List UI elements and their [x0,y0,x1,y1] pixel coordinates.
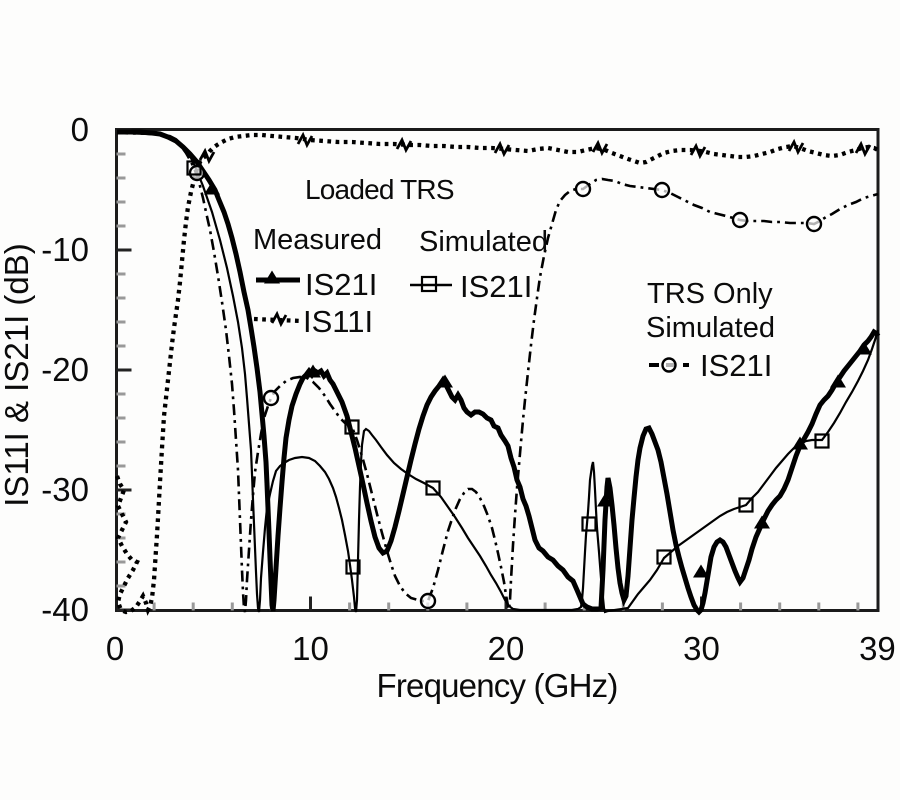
svg-text:-40: -40 [41,591,89,628]
svg-text:IS21I: IS21I [460,269,532,304]
svg-text:20: 20 [488,630,525,667]
svg-text:-30: -30 [41,471,89,508]
svg-text:30: 30 [683,630,720,667]
svg-text:Measured: Measured [253,224,382,256]
svg-text:10: 10 [292,630,329,667]
svg-text:39: 39 [859,630,896,667]
svg-text:Simulated: Simulated [419,226,548,258]
svg-text:TRS Only: TRS Only [647,278,773,310]
svg-text:-10: -10 [41,231,89,268]
svg-text:-20: -20 [41,351,89,388]
svg-text:Loaded TRS: Loaded TRS [305,174,454,205]
svg-text:0: 0 [106,630,124,667]
svg-text:0: 0 [71,111,89,148]
svg-text:IS21I: IS21I [305,267,377,302]
svg-text:Simulated: Simulated [646,312,775,344]
svg-text:Frequency (GHz): Frequency (GHz) [376,667,617,704]
svg-text:IS21I: IS21I [700,348,772,383]
svg-text:IS11I & IS21I (dB): IS11I & IS21I (dB) [0,243,35,507]
svg-text:IS11I: IS11I [303,304,373,339]
